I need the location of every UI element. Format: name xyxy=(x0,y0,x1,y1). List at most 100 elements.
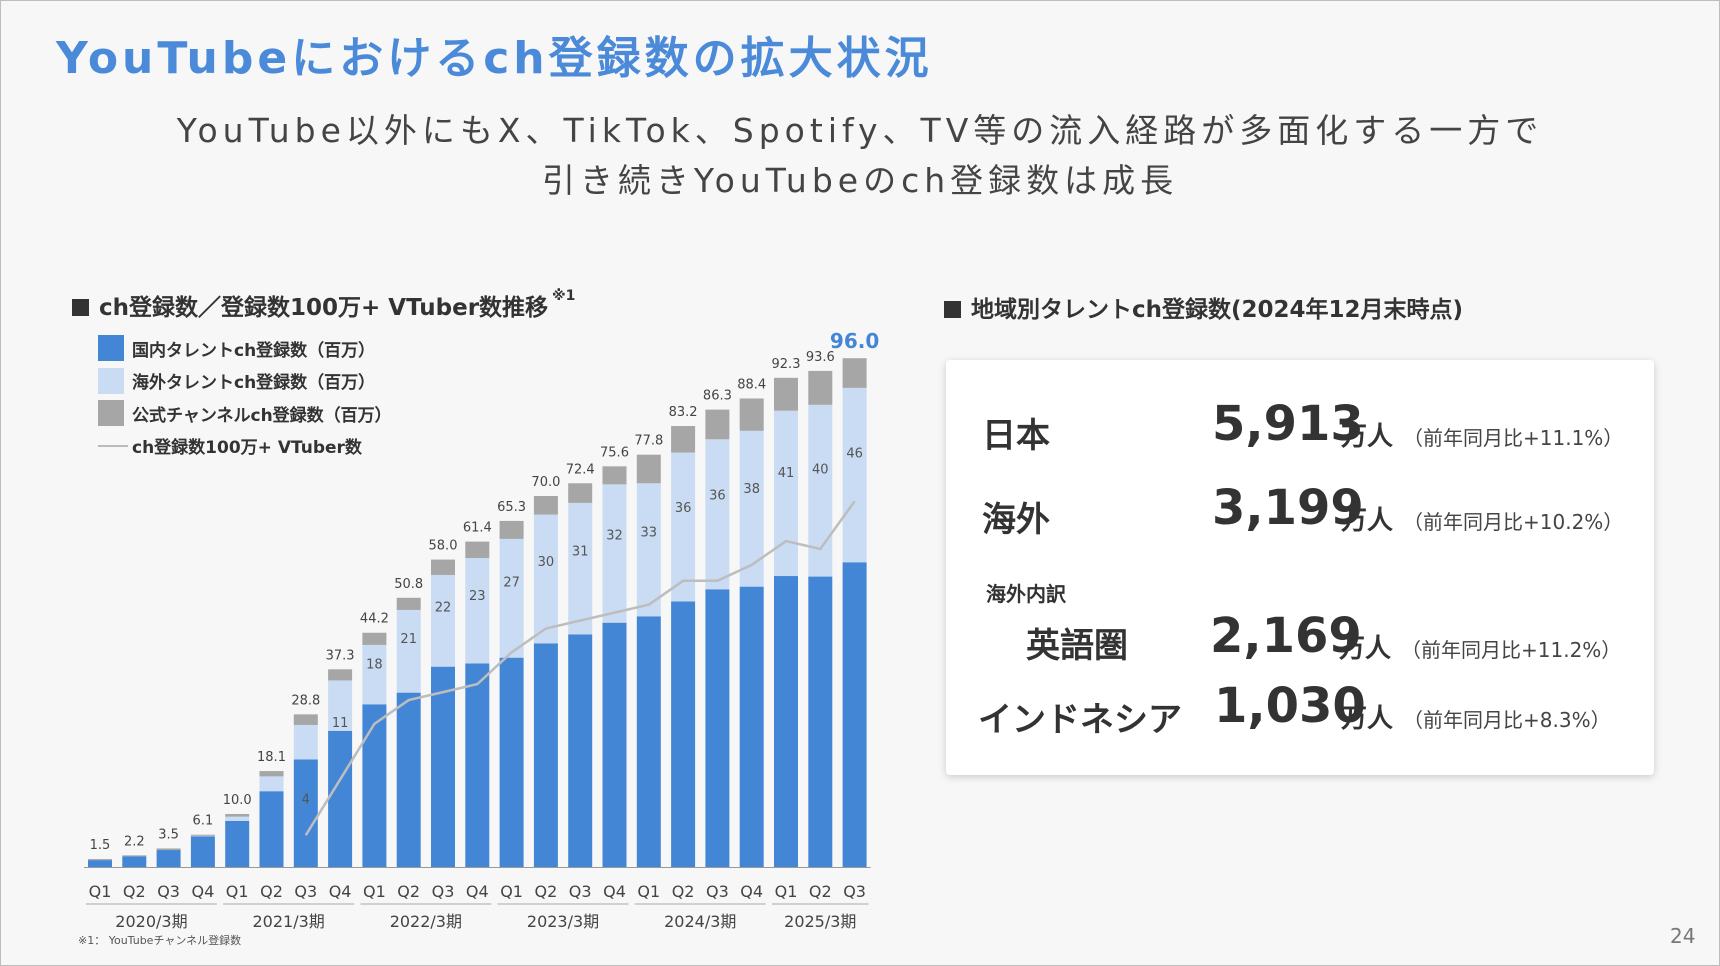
region-value-japan: 5,913 xyxy=(1212,396,1364,452)
vtuber-count-label: 46 xyxy=(846,447,863,462)
bar-total-label: 83.2 xyxy=(669,405,698,420)
x-tick-label: Q2 xyxy=(535,882,558,901)
bar-segment-overseas xyxy=(533,514,558,644)
legend-swatch-official xyxy=(98,400,124,427)
page-number: 24 xyxy=(1670,924,1696,948)
bar-segment-official xyxy=(705,409,730,440)
legend-item-domestic: 国内タレントch登録数（百万） xyxy=(98,332,392,365)
stacked-bar-chart: 1.5 Q1 2.2 Q2 3.5 Q3 6.1 Q4 10.0 Q1 18.1 Q2 28.8 Q3 37… xyxy=(84,329,879,931)
bar-total-label: 37.3 xyxy=(326,648,355,663)
fiscal-group-label: 2022/3期 xyxy=(390,912,462,931)
bar-segment-overseas xyxy=(190,835,215,837)
region-heading-text: 地域別タレントch登録数(2024年12月末時点) xyxy=(971,297,1464,323)
vtuber-count-label: 32 xyxy=(606,529,623,544)
fiscal-group-label: 2024/3期 xyxy=(664,912,736,931)
bar-total-label: 18.1 xyxy=(257,750,286,765)
bar-segment-official xyxy=(156,848,181,851)
x-tick-label: Q2 xyxy=(809,882,832,901)
vtuber-count-label: 23 xyxy=(469,589,486,604)
region-stats-card: 日本 5,913 万人 （前年同月比+11.1%） 海外 3,199 万人 （前… xyxy=(946,360,1654,775)
x-tick-label: Q1 xyxy=(775,882,798,901)
region-yoy-japan: （前年同月比+11.1%） xyxy=(1403,426,1624,450)
region-value-overseas: 3,199 xyxy=(1212,480,1364,536)
bar-segment-domestic xyxy=(705,589,730,867)
bar-segment-official xyxy=(259,771,284,777)
region-unit-indonesia: 万人 xyxy=(1341,704,1394,734)
bar-segment-domestic xyxy=(259,791,284,867)
vtuber-count-label: 11 xyxy=(332,716,349,731)
bar-segment-domestic xyxy=(293,759,318,867)
bar-segment-domestic xyxy=(431,666,455,867)
region-name-overseas: 海外 xyxy=(982,500,1050,540)
bar-segment-official xyxy=(362,632,387,645)
bar-segment-official xyxy=(465,541,490,559)
x-tick-label: Q3 xyxy=(706,882,729,901)
region-section-heading: 地域別タレントch登録数(2024年12月末時点) xyxy=(944,290,1463,324)
legend-label-overseas: 海外タレントch登録数（百万） xyxy=(132,373,376,394)
bar-segment-domestic xyxy=(122,856,147,867)
region-name-english: 英語圏 xyxy=(1026,626,1128,666)
bar-segment-domestic xyxy=(533,643,558,867)
x-tick-label: Q3 xyxy=(432,882,455,901)
x-tick-label: Q1 xyxy=(500,882,523,901)
chart-section-heading: ch登録数／登録数100万+ VTuber数推移 ※1 xyxy=(72,288,575,322)
bar-segment-overseas xyxy=(774,410,798,577)
bar-segment-overseas xyxy=(396,609,421,693)
vtuber-count-label: 4 xyxy=(302,792,310,807)
region-yoy-indonesia: （前年同月比+8.3%） xyxy=(1403,708,1611,732)
slide-title: YouTubeにおけるch登録数の拡大状況 xyxy=(56,33,933,84)
bar-total-label: 70.0 xyxy=(531,475,560,490)
x-tick-label: Q2 xyxy=(260,882,283,901)
subtitle-line-1: YouTube以外にもX、TikTok、Spotify、TV等の流入経路が多面化… xyxy=(176,111,1544,150)
legend-label-domestic: 国内タレントch登録数（百万） xyxy=(132,340,376,361)
subtitle-line-2: 引き続きYouTubeのch登録数は成長 xyxy=(541,161,1179,200)
overseas-breakdown-label: 海外内訳 xyxy=(986,582,1066,606)
region-value-english: 2,169 xyxy=(1210,608,1362,664)
bar-segment-overseas xyxy=(328,680,353,731)
region-value-indonesia: 1,030 xyxy=(1214,678,1366,734)
bar-total-label: 44.2 xyxy=(360,612,389,627)
bar-segment-domestic xyxy=(465,663,490,867)
bar-segment-official xyxy=(293,714,318,725)
vtuber-count-label: 22 xyxy=(435,601,452,616)
vtuber-count-label: 38 xyxy=(743,482,760,497)
region-yoy-overseas: （前年同月比+10.2%） xyxy=(1403,510,1624,534)
bar-segment-domestic xyxy=(328,730,353,867)
x-tick-label: Q1 xyxy=(637,882,660,901)
vtuber-count-label: 27 xyxy=(503,575,520,590)
vtuber-count-label: 21 xyxy=(400,632,417,647)
bar-segment-overseas xyxy=(465,558,490,664)
x-tick-label: Q4 xyxy=(603,882,626,901)
bar-segment-official xyxy=(774,377,798,411)
region-yoy-english: （前年同月比+11.2%） xyxy=(1401,638,1622,662)
bar-total-label: 75.6 xyxy=(600,445,629,460)
chart-legend: 国内タレントch登録数（百万） 海外タレントch登録数（百万） 公式チャンネルc… xyxy=(98,332,392,462)
vtuber-count-label: 41 xyxy=(778,466,795,481)
x-tick-label: Q4 xyxy=(192,882,215,901)
bar-segment-official xyxy=(225,814,250,817)
bar-segment-official xyxy=(499,520,524,539)
bar-segment-overseas xyxy=(499,538,524,658)
bar-total-label: 6.1 xyxy=(193,814,214,829)
bar-segment-official xyxy=(636,454,661,484)
x-tick-label: Q3 xyxy=(157,882,180,901)
bar-segment-domestic xyxy=(190,836,215,867)
vtuber-count-label: 36 xyxy=(675,501,692,516)
bar-segment-overseas xyxy=(293,724,318,760)
bar-total-label: 77.8 xyxy=(634,434,663,449)
vtuber-count-label: 18 xyxy=(366,658,383,673)
bar-segment-overseas xyxy=(259,776,284,792)
square-bullet-icon xyxy=(944,301,961,318)
bar-segment-official xyxy=(328,669,353,681)
region-name-indonesia: インドネシア xyxy=(978,700,1182,740)
region-unit-overseas: 万人 xyxy=(1341,506,1394,536)
bar-total-label: 96.0 xyxy=(830,329,879,353)
x-tick-label: Q2 xyxy=(672,882,695,901)
bar-segment-overseas xyxy=(808,404,833,577)
fiscal-group-label: 2023/3期 xyxy=(527,912,599,931)
bar-segment-domestic xyxy=(739,586,764,867)
bar-total-label: 58.0 xyxy=(429,539,458,554)
x-tick-label: Q4 xyxy=(329,882,352,901)
square-bullet-icon xyxy=(72,299,89,316)
legend-swatch-line xyxy=(98,444,128,447)
